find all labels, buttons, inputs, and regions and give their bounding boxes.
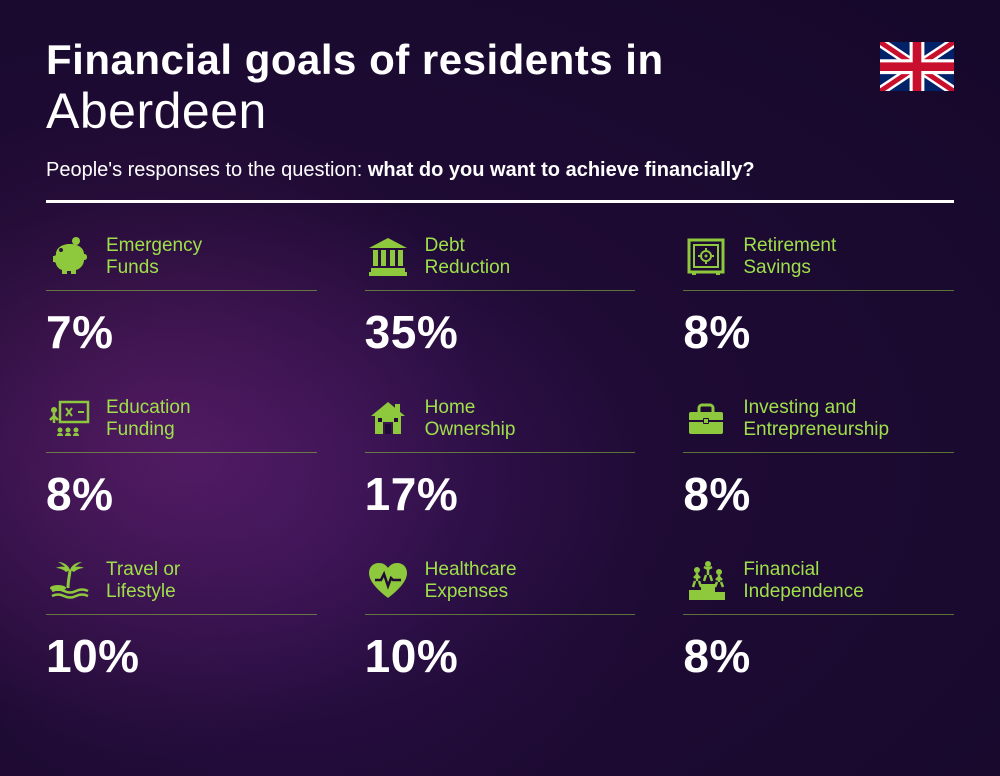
stat-card: EducationFunding 8%	[46, 395, 317, 521]
card-label: HealthcareExpenses	[425, 559, 517, 603]
card-value: 10%	[46, 629, 317, 683]
stat-card: HealthcareExpenses 10%	[365, 557, 636, 683]
card-value: 35%	[365, 305, 636, 359]
bank-icon	[365, 234, 411, 280]
card-label: Investing andEntrepreneurship	[743, 397, 889, 441]
card-top: HealthcareExpenses	[365, 557, 636, 615]
stat-card: HomeOwnership 17%	[365, 395, 636, 521]
card-value: 8%	[683, 467, 954, 521]
card-top: Travel orLifestyle	[46, 557, 317, 615]
card-top: EmergencyFunds	[46, 233, 317, 291]
card-value: 8%	[46, 467, 317, 521]
education-icon	[46, 396, 92, 442]
subtitle-prefix: People's responses to the question:	[46, 159, 368, 181]
title-line1: Financial goals of residents in	[46, 38, 954, 82]
header: Financial goals of residents in Aberdeen…	[46, 38, 954, 203]
stats-grid: EmergencyFunds 7% DebtReduction 35% Retireme…	[46, 233, 954, 683]
subtitle: People's responses to the question: what…	[46, 159, 954, 182]
subtitle-bold: what do you want to achieve financially?	[368, 159, 755, 181]
stat-card: RetirementSavings 8%	[683, 233, 954, 359]
card-label: RetirementSavings	[743, 235, 836, 279]
card-top: EducationFunding	[46, 395, 317, 453]
palm-icon	[46, 558, 92, 604]
podium-icon	[683, 558, 729, 604]
card-label: HomeOwnership	[425, 397, 516, 441]
card-label: EmergencyFunds	[106, 235, 202, 279]
card-top: HomeOwnership	[365, 395, 636, 453]
card-top: DebtReduction	[365, 233, 636, 291]
card-value: 7%	[46, 305, 317, 359]
card-top: Investing andEntrepreneurship	[683, 395, 954, 453]
header-divider	[46, 200, 954, 203]
stat-card: DebtReduction 35%	[365, 233, 636, 359]
piggy-bank-icon	[46, 234, 92, 280]
stat-card: EmergencyFunds 7%	[46, 233, 317, 359]
card-label: Travel orLifestyle	[106, 559, 180, 603]
stat-card: Travel orLifestyle 10%	[46, 557, 317, 683]
safe-icon	[683, 234, 729, 280]
card-value: 8%	[683, 629, 954, 683]
stat-card: Investing andEntrepreneurship 8%	[683, 395, 954, 521]
card-top: FinancialIndependence	[683, 557, 954, 615]
card-value: 17%	[365, 467, 636, 521]
card-value: 8%	[683, 305, 954, 359]
card-top: RetirementSavings	[683, 233, 954, 291]
title-line2: Aberdeen	[46, 84, 954, 139]
briefcase-icon	[683, 396, 729, 442]
card-value: 10%	[365, 629, 636, 683]
card-label: FinancialIndependence	[743, 559, 863, 603]
card-label: EducationFunding	[106, 397, 191, 441]
heart-pulse-icon	[365, 558, 411, 604]
uk-flag-icon	[880, 42, 954, 90]
card-label: DebtReduction	[425, 235, 511, 279]
house-icon	[365, 396, 411, 442]
stat-card: FinancialIndependence 8%	[683, 557, 954, 683]
